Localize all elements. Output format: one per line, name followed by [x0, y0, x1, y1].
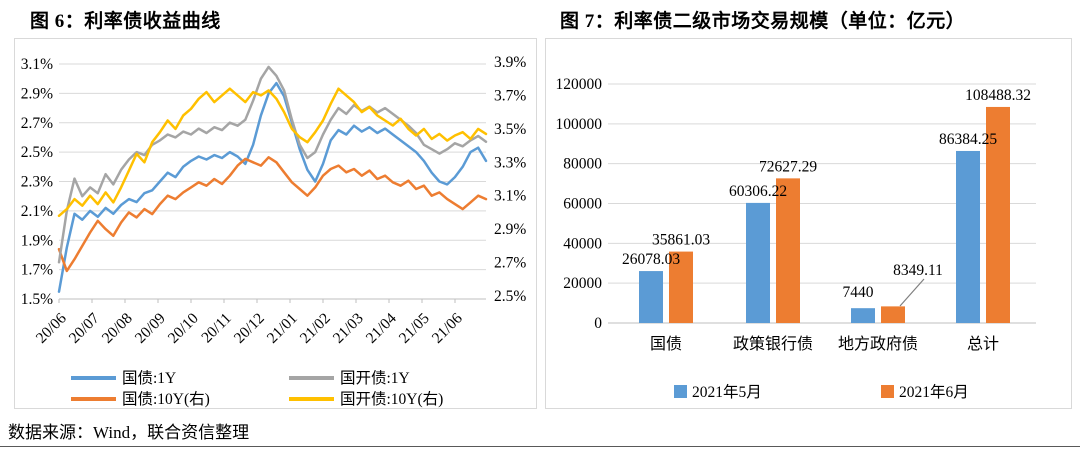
bar — [639, 271, 663, 323]
data-source-note: 数据来源：Wind，联合资信整理 — [8, 423, 250, 442]
bar-data-label: 8349.11 — [893, 262, 943, 279]
series-line — [57, 156, 488, 273]
trading-volume-bar-chart: 0 20000 40000 60000 80000 100000 120000 26078.0… — [556, 76, 1036, 401]
legend-item-label: 国开债:10Y(右) — [340, 390, 443, 408]
series-line — [57, 65, 488, 264]
series-line — [57, 81, 488, 293]
bar — [851, 308, 875, 323]
left-axis-tick-label: 3.1% — [21, 56, 53, 73]
x-axis-tick-label: 20/09 — [132, 310, 169, 347]
bar — [776, 178, 800, 323]
right-axis-tick-label: 3.7% — [494, 87, 526, 104]
bar — [746, 202, 770, 323]
right-axis-tick-label: 3.1% — [494, 188, 526, 205]
bar — [881, 306, 905, 323]
y-axis-tick-label: 100000 — [556, 116, 603, 133]
x-axis-tick-label: 21/03 — [330, 310, 367, 347]
bar-data-label: 86384.25 — [939, 131, 997, 148]
bar-data-label: 7440 — [843, 284, 874, 301]
legend-swatch-square — [881, 385, 894, 398]
y-axis-tick-label: 40000 — [563, 235, 602, 252]
right-axis-tick-label: 3.9% — [494, 54, 526, 71]
left-axis-tick-label: 2.7% — [21, 115, 53, 132]
x-axis-tick-label: 21/05 — [396, 310, 433, 347]
left-axis-tick-label: 1.9% — [21, 232, 53, 249]
right-axis-tick-label: 3.3% — [494, 154, 526, 171]
right-axis-tick-label: 2.5% — [494, 288, 526, 305]
x-axis-tick-label: 21/02 — [297, 310, 334, 347]
legend-swatch-square — [674, 385, 687, 398]
y-axis-tick-label: 120000 — [556, 76, 603, 93]
series-line — [57, 87, 488, 218]
category-label: 政策银行债 — [733, 335, 813, 353]
legend-item-label: 国债:1Y — [122, 369, 176, 387]
category-label: 国债 — [650, 335, 682, 353]
legend-item-label: 国开债:1Y — [340, 369, 410, 387]
left-axis-tick-label: 2.9% — [21, 85, 53, 102]
y-axis-tick-label: 20000 — [563, 275, 602, 292]
bar-data-label: 108488.32 — [965, 87, 1031, 104]
bar-data-label: 60306.22 — [729, 183, 787, 200]
x-axis-tick-label: 21/01 — [264, 310, 301, 347]
bar-data-label: 72627.29 — [759, 158, 817, 175]
x-axis-tick-label: 21/06 — [429, 310, 466, 347]
left-axis-tick-label: 2.5% — [21, 144, 53, 161]
left-axis-tick-label: 1.5% — [21, 291, 53, 308]
y-axis-tick-label: 80000 — [563, 156, 602, 173]
right-axis-tick-label: 2.9% — [494, 221, 526, 238]
bottom-divider — [0, 446, 1080, 447]
figure6-panel: 3.1% 2.9% 2.7% 2.5% 2.3% 2.1% 1.9% 1.7% 1.5% 3.9%… — [14, 38, 537, 409]
figure7-panel: 0 20000 40000 60000 80000 100000 120000 26078.0… — [545, 38, 1072, 409]
right-axis-tick-label: 2.7% — [494, 255, 526, 272]
figure7-title: 图 7：利率债二级市场交易规模（单位：亿元） — [560, 11, 966, 32]
left-axis-tick-label: 2.1% — [21, 203, 53, 220]
x-axis-tick-label: 20/11 — [198, 310, 235, 347]
bar — [669, 251, 693, 323]
x-axis-tick-label: 21/04 — [363, 310, 400, 347]
figure6-title: 图 6：利率债收益曲线 — [30, 11, 221, 32]
y-axis-tick-label: 60000 — [563, 196, 602, 213]
legend-item-label: 2021年5月 — [692, 383, 762, 401]
x-axis-tick-label: 20/12 — [231, 310, 268, 347]
legend-item-label: 2021年6月 — [899, 383, 969, 401]
left-axis-tick-label: 2.3% — [21, 174, 53, 191]
bar-data-label: 26078.03 — [622, 251, 680, 268]
right-axis-tick-label: 3.5% — [494, 121, 526, 138]
x-axis-tick-label: 20/06 — [33, 310, 70, 347]
bar-data-label: 35861.03 — [652, 232, 710, 249]
legend-item-label: 国债:10Y(右) — [122, 390, 210, 408]
y-axis-tick-label: 0 — [594, 315, 602, 332]
yield-curve-line-chart: 3.1% 2.9% 2.7% 2.5% 2.3% 2.1% 1.9% 1.7% 1.5% 3.9%… — [21, 54, 527, 408]
x-axis-tick-label: 20/08 — [99, 310, 136, 347]
left-axis-tick-label: 1.7% — [21, 262, 53, 279]
category-label: 总计 — [967, 335, 999, 353]
bar — [986, 106, 1010, 323]
category-label: 地方政府债 — [838, 335, 918, 353]
x-axis-tick-label: 20/10 — [165, 310, 202, 347]
callout-leader-line — [899, 278, 925, 307]
bar — [956, 150, 980, 323]
x-axis-tick-label: 20/07 — [66, 310, 103, 347]
